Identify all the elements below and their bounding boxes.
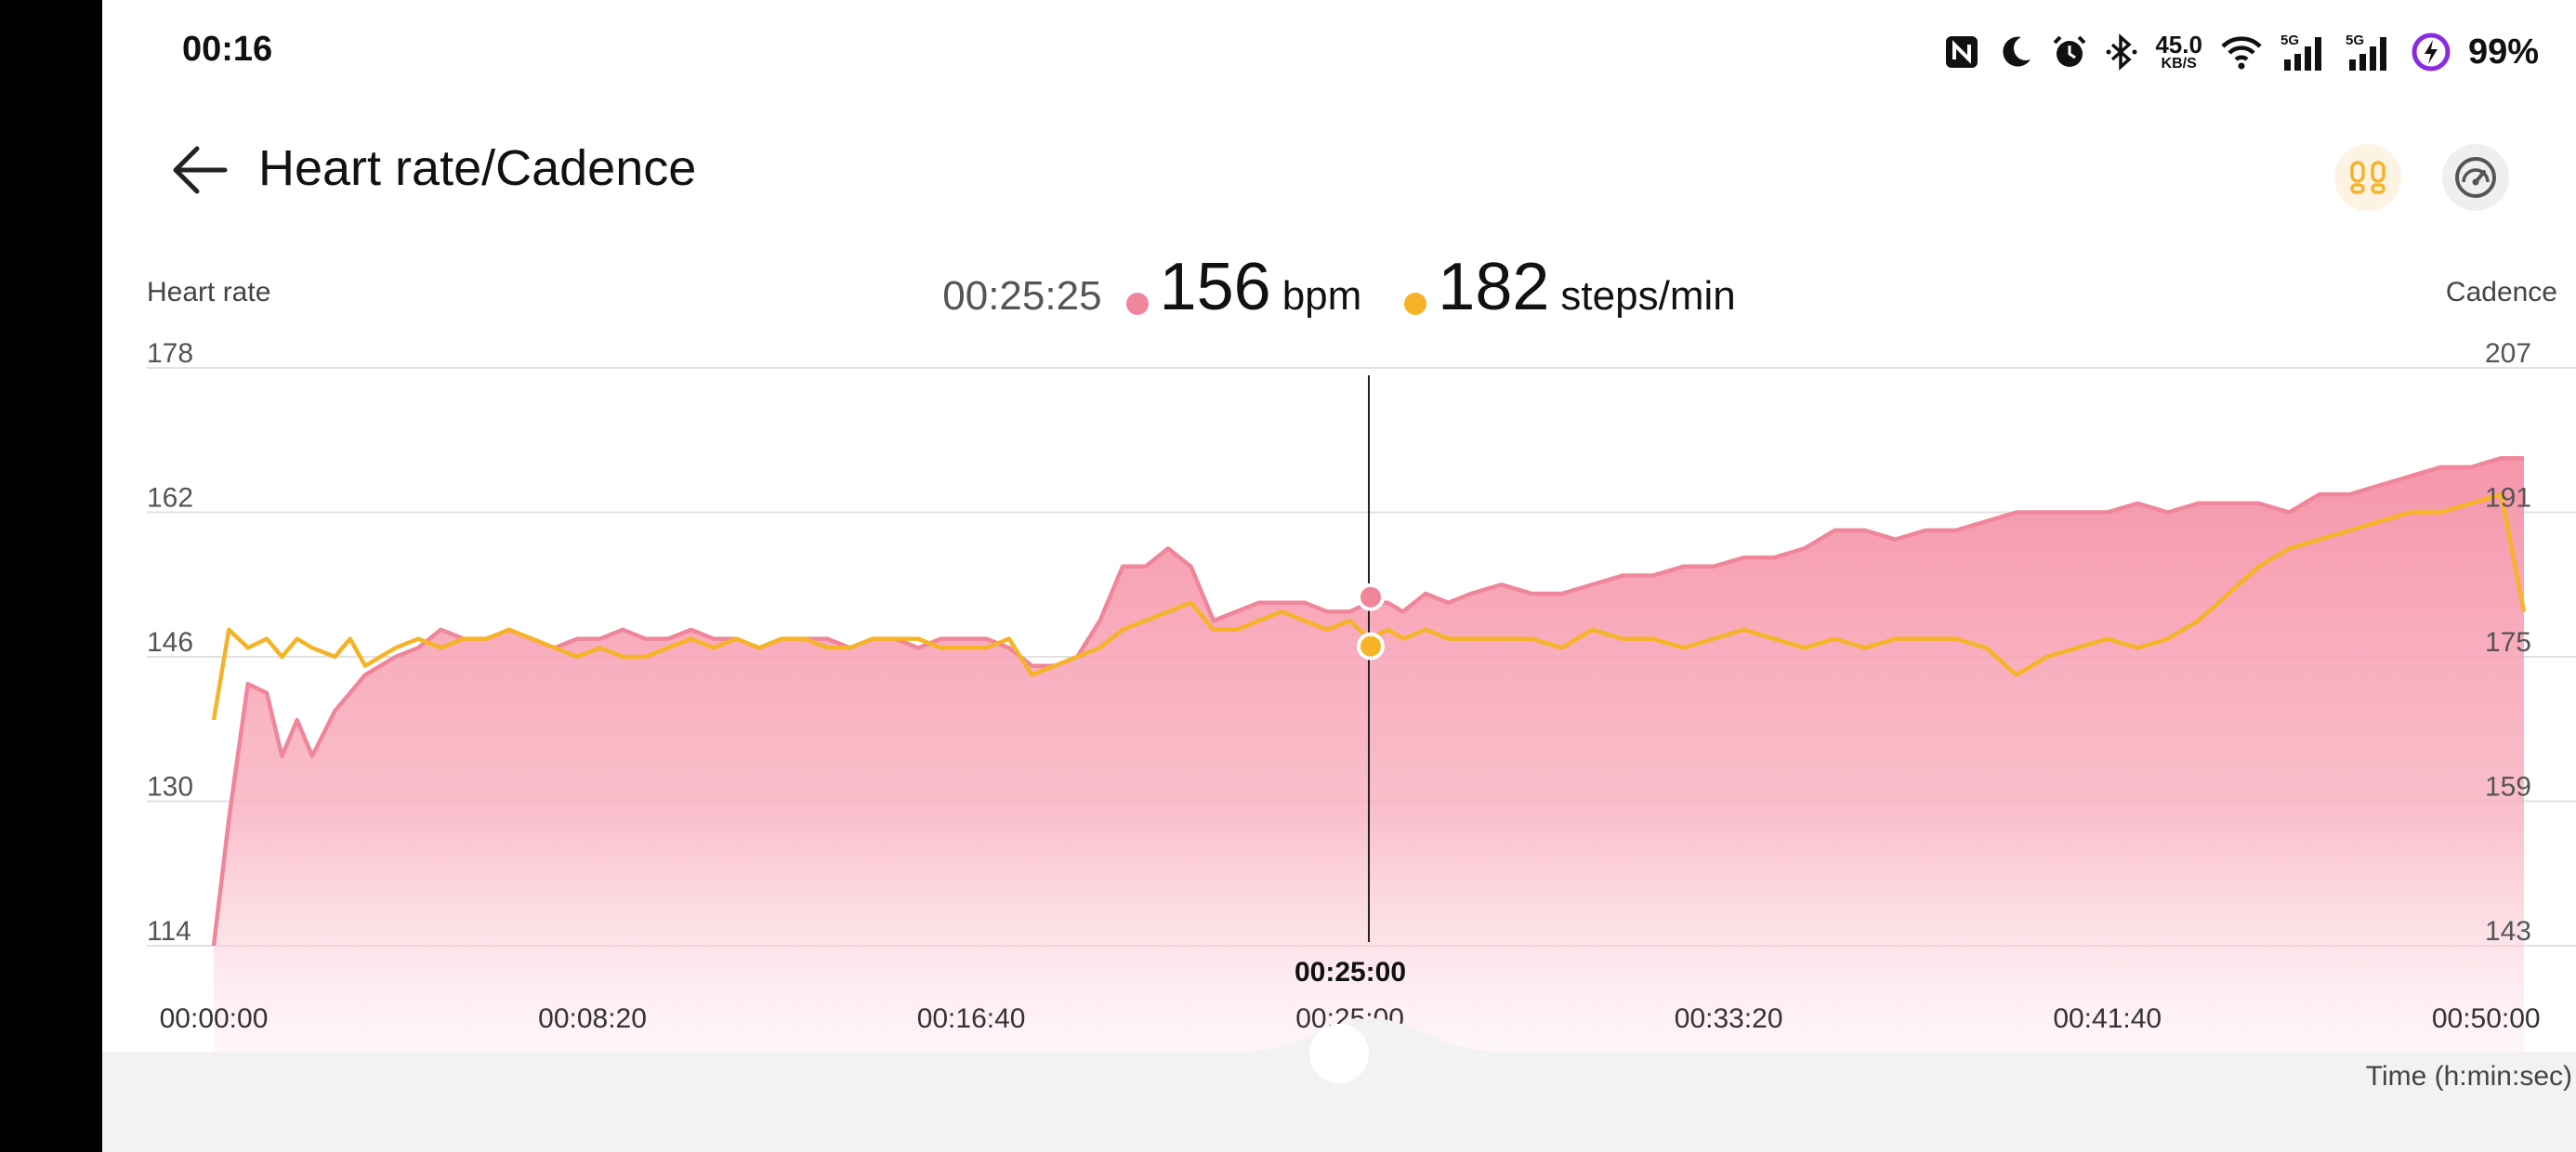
right-tick-label: 175	[2485, 627, 2531, 658]
scrubber-notch	[1241, 1018, 1501, 1052]
x-tick-label: 00:00:00	[160, 1003, 269, 1034]
net-speed-value: 45.0	[2155, 31, 2202, 59]
left-tick-label: 114	[147, 916, 191, 947]
x-axis-title: Time (h:min:sec)	[2365, 1061, 2572, 1092]
nfc-icon	[1943, 33, 1980, 71]
cadence-mode-button[interactable]	[2334, 144, 2401, 211]
alarm-icon	[2051, 33, 2088, 71]
cadence-cursor-marker	[1357, 632, 1385, 661]
right-tick-label: 207	[2485, 338, 2531, 369]
heart-rate-value: 156	[1159, 250, 1271, 324]
left-tick-label: 130	[147, 772, 193, 803]
status-icons: 45.0 KB/S 5G 5G 99%	[1943, 24, 2539, 80]
right-tick-label: 159	[2485, 772, 2531, 803]
scrubber-handle[interactable]	[1309, 1024, 1369, 1083]
cadence-legend-dot	[1404, 293, 1427, 315]
left-axis-title: Heart rate	[147, 277, 271, 308]
cadence-line	[211, 491, 2527, 721]
heart-rate-cursor-marker	[1357, 583, 1385, 611]
arrow-left-icon	[173, 146, 228, 194]
svg-text:5G: 5G	[2346, 33, 2364, 48]
back-button[interactable]	[167, 139, 232, 201]
heart-rate-unit: bpm	[1281, 273, 1362, 319]
heart-rate-legend-dot	[1125, 293, 1149, 315]
signal-5g-icon: 5G	[2346, 32, 2394, 72]
battery-percent: 99%	[2467, 32, 2539, 72]
pace-mode-button[interactable]	[2442, 144, 2509, 211]
right-axis-title: Cadence	[2445, 277, 2557, 308]
right-tick-label: 143	[2485, 916, 2531, 947]
x-tick-label: 00:50:00	[2432, 1003, 2541, 1034]
svg-text:5G: 5G	[2280, 33, 2299, 48]
x-tick-label: 00:08:20	[538, 1003, 647, 1034]
footprints-icon	[2350, 161, 2385, 194]
readout: 00:25:25 156 bpm 182 steps/min	[102, 249, 2576, 325]
cadence-unit: steps/min	[1560, 273, 1736, 319]
net-speed: 45.0 KB/S	[2155, 33, 2202, 72]
speedometer-icon	[2455, 157, 2496, 198]
x-tick-label: 00:16:40	[917, 1003, 1026, 1034]
x-tick-label: 00:33:20	[1675, 1003, 1783, 1034]
battery-charging-icon	[2411, 32, 2451, 72]
screen: 00:16 45.0 KB/S 5G 5G 99%	[102, 0, 2576, 1152]
cursor-time-label: 00:25:00	[1295, 957, 1406, 988]
page-title: Heart rate/Cadence	[258, 140, 697, 196]
status-time: 00:16	[182, 30, 273, 69]
right-tick-label: 191	[2485, 483, 2531, 514]
left-tick-label: 162	[147, 483, 193, 514]
bluetooth-icon	[2105, 33, 2138, 71]
wifi-icon	[2219, 33, 2264, 71]
left-tick-label: 146	[147, 627, 193, 658]
cadence-value: 182	[1438, 250, 1550, 324]
left-tick-label: 178	[147, 338, 193, 369]
readout-time: 00:25:25	[942, 273, 1102, 319]
net-speed-unit: KB/S	[2161, 56, 2197, 72]
x-tick-label: 00:41:40	[2053, 1003, 2162, 1034]
signal-5g-icon: 5G	[2280, 32, 2329, 72]
moon-icon	[1997, 33, 2034, 71]
